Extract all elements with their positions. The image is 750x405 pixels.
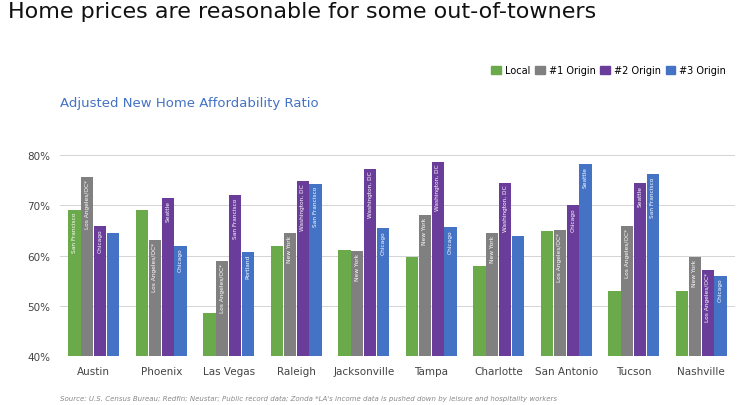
Bar [608, 291, 620, 405]
Bar [676, 291, 688, 405]
Text: Chicago: Chicago [98, 228, 103, 252]
Bar [580, 164, 592, 405]
Bar [715, 276, 727, 405]
Text: Los Angeles/OC*: Los Angeles/OC* [152, 242, 157, 291]
Text: Washington, DC: Washington, DC [368, 171, 373, 218]
Bar [499, 183, 512, 405]
Text: Los Angeles/OC*: Los Angeles/OC* [85, 179, 90, 228]
Bar [554, 230, 566, 405]
Bar [541, 231, 553, 405]
Text: Seattle: Seattle [583, 166, 588, 187]
Text: Source: U.S. Census Bureau; Redfin; Neustar; Public record data; Zonda *LA's inc: Source: U.S. Census Bureau; Redfin; Neus… [60, 395, 557, 401]
Text: Washington, DC: Washington, DC [300, 184, 305, 230]
Bar [148, 240, 161, 405]
Bar [136, 210, 148, 405]
Bar [284, 234, 296, 405]
Text: Chicago: Chicago [380, 230, 386, 254]
Bar [203, 313, 215, 405]
Bar [296, 182, 309, 405]
Bar [634, 183, 646, 405]
Text: San Francisco: San Francisco [72, 212, 77, 252]
Bar [473, 266, 485, 405]
Bar [621, 226, 634, 405]
Bar [242, 252, 254, 405]
Text: Chicago: Chicago [178, 248, 183, 272]
Bar [161, 198, 174, 405]
Bar [566, 206, 579, 405]
Text: Los Angeles/OC*: Los Angeles/OC* [557, 232, 562, 281]
Text: New York: New York [287, 236, 292, 262]
Text: Adjusted New Home Affordability Ratio: Adjusted New Home Affordability Ratio [60, 97, 319, 110]
Bar [431, 162, 444, 405]
Bar [310, 184, 322, 405]
Text: Seattle: Seattle [638, 185, 643, 207]
Bar [701, 270, 714, 405]
Text: New York: New York [355, 253, 360, 280]
Bar [338, 250, 350, 405]
Text: Home prices are reasonable for some out-of-towners: Home prices are reasonable for some out-… [8, 2, 596, 22]
Bar [445, 228, 457, 405]
Bar [175, 246, 187, 405]
Bar [406, 257, 418, 405]
Text: Portland: Portland [245, 254, 250, 278]
Bar [94, 226, 106, 405]
Bar [512, 236, 524, 405]
Text: Los Angeles/OC*: Los Angeles/OC* [625, 228, 630, 277]
Bar [647, 175, 659, 405]
Text: Chicago: Chicago [718, 278, 723, 302]
Bar [107, 234, 119, 405]
Text: Seattle: Seattle [165, 200, 170, 222]
Bar [688, 258, 701, 405]
Bar [68, 210, 80, 405]
Bar [377, 228, 389, 405]
Text: Washington, DC: Washington, DC [435, 164, 440, 211]
Text: Los Angeles/OC*: Los Angeles/OC* [220, 263, 225, 312]
Bar [419, 215, 431, 405]
Text: Chicago: Chicago [448, 230, 453, 253]
Bar [271, 246, 283, 405]
Bar [229, 196, 242, 405]
Text: San Francisco: San Francisco [232, 198, 238, 238]
Text: New York: New York [490, 236, 495, 262]
Bar [486, 234, 499, 405]
Text: Washington, DC: Washington, DC [503, 185, 508, 232]
Text: New York: New York [692, 260, 698, 287]
Text: Chicago: Chicago [570, 208, 575, 232]
Legend: Local, #1 Origin, #2 Origin, #3 Origin: Local, #1 Origin, #2 Origin, #3 Origin [488, 62, 730, 80]
Bar [351, 251, 364, 405]
Text: New York: New York [422, 217, 427, 244]
Bar [364, 169, 376, 405]
Bar [216, 261, 229, 405]
Text: San Francisco: San Francisco [313, 186, 318, 227]
Text: Los Angeles/OC*: Los Angeles/OC* [705, 272, 710, 321]
Text: San Francisco: San Francisco [650, 177, 656, 217]
Bar [81, 177, 94, 405]
